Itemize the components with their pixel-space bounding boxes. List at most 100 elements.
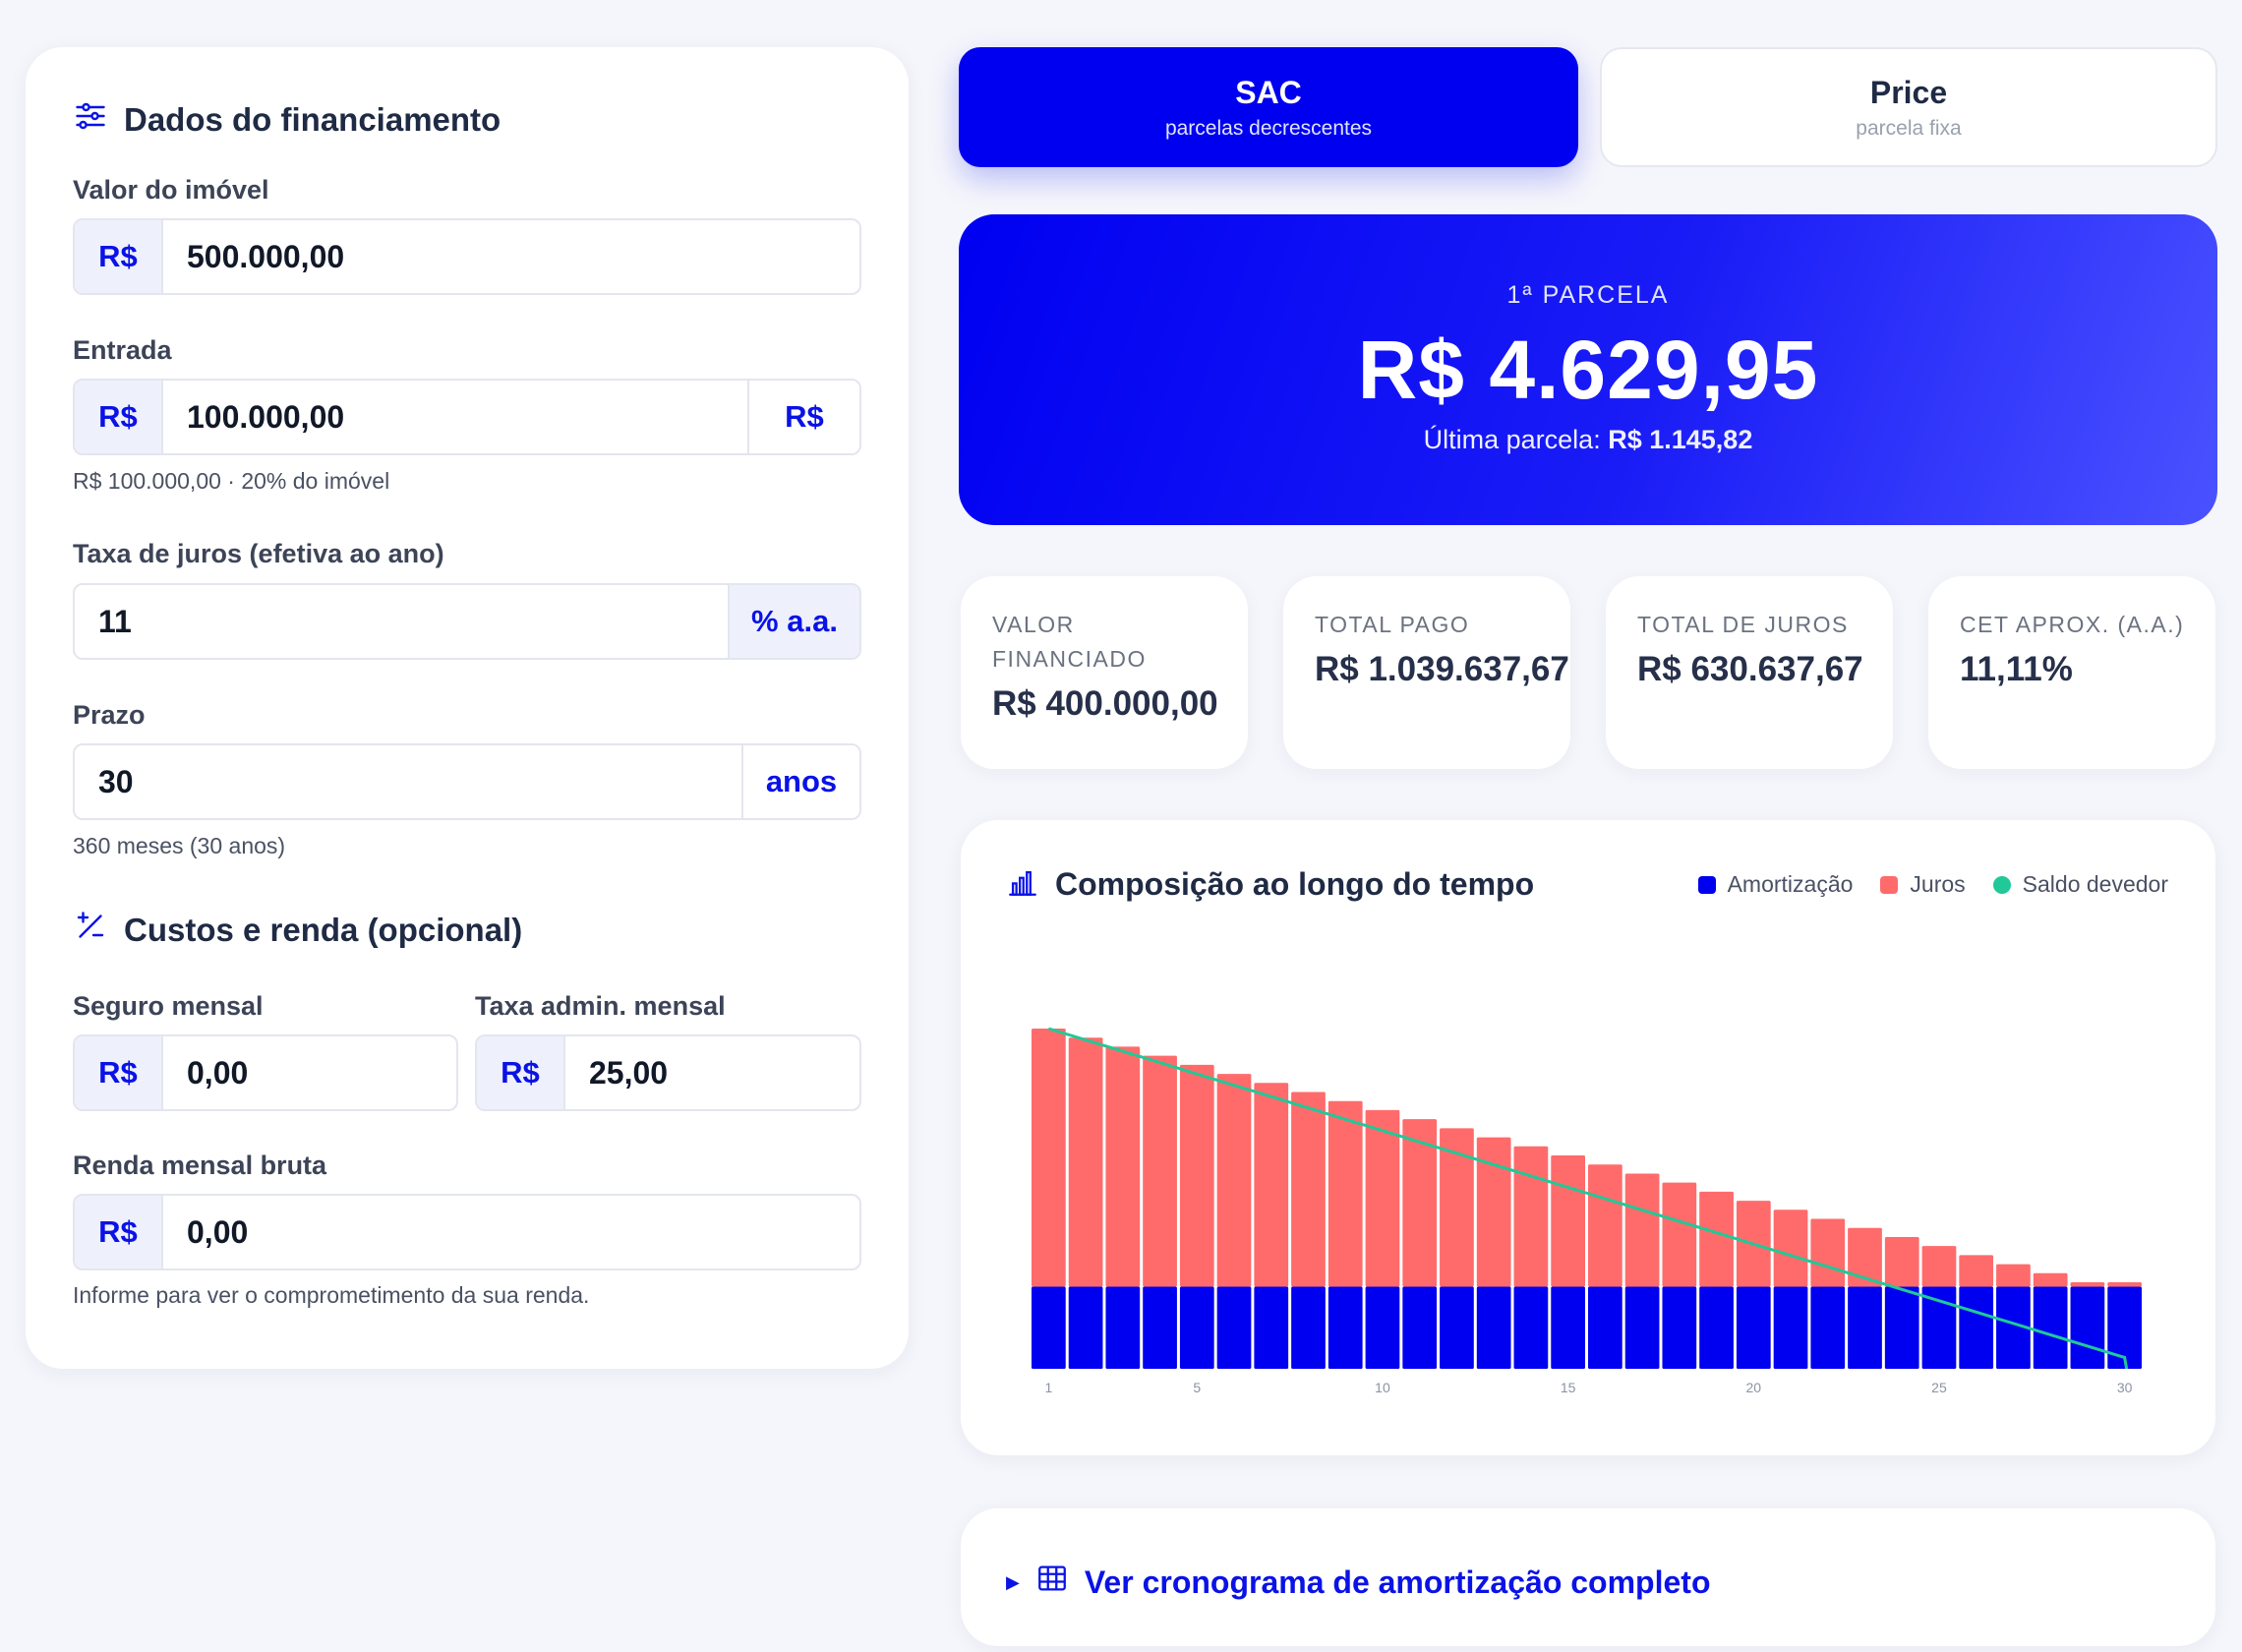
legend-item-interest[interactable]: Juros bbox=[1880, 871, 1966, 898]
legend-item-balance[interactable]: Saldo devedor bbox=[1992, 871, 2168, 898]
bar-amortization bbox=[1365, 1286, 1400, 1369]
down-payment-field[interactable]: 100.000,00 bbox=[187, 398, 345, 435]
tab-price-subtitle: parcela fixa bbox=[1856, 116, 1962, 140]
legend-swatch-balance bbox=[1992, 875, 2011, 894]
first-installment-card: 1ª PARCELA R$ 4.629,95 Última parcela: R… bbox=[959, 214, 2217, 525]
tab-sac-subtitle: parcelas decrescentes bbox=[1164, 116, 1373, 140]
x-tick-label: 10 bbox=[1375, 1380, 1390, 1395]
insurance-label: Seguro mensal bbox=[73, 991, 264, 1021]
down-payment-input[interactable]: R$ 100.000,00 R$ bbox=[73, 379, 861, 455]
bar-interest bbox=[1773, 1210, 1808, 1287]
admin-fee-input[interactable]: R$ 25,00 bbox=[475, 1034, 861, 1111]
plus-minus-icon bbox=[73, 909, 108, 952]
bar-amortization bbox=[1179, 1286, 1214, 1369]
stat-card-total-interest: TOTAL DE JUROS R$ 630.637,67 bbox=[1606, 576, 1893, 769]
triangle-right-icon: ▶ bbox=[1006, 1571, 1020, 1592]
bar-interest bbox=[1810, 1218, 1846, 1287]
costs-section-title: Custos e renda (opcional) bbox=[73, 909, 522, 952]
bar-interest bbox=[1848, 1227, 1882, 1287]
currency-prefix: R$ bbox=[477, 1036, 565, 1109]
x-tick-label: 5 bbox=[1193, 1380, 1201, 1395]
stat-label: TOTAL DE JUROS bbox=[1637, 612, 1849, 637]
bar-amortization bbox=[1105, 1286, 1141, 1369]
bar-interest bbox=[1179, 1064, 1214, 1287]
bar-amortization bbox=[1216, 1286, 1252, 1369]
bar-amortization bbox=[2033, 1286, 2068, 1369]
bar-interest bbox=[1254, 1083, 1289, 1287]
schedule-toggle[interactable]: ▶ Ver cronograma de amortização completo bbox=[1006, 1562, 1710, 1603]
bar-amortization bbox=[1032, 1286, 1066, 1369]
interest-rate-field[interactable]: 11 bbox=[98, 603, 132, 639]
bar-interest bbox=[1884, 1236, 1919, 1287]
bar-interest bbox=[1216, 1074, 1252, 1287]
term-unit-suffix[interactable]: anos bbox=[741, 745, 859, 818]
stat-card-total-paid: TOTAL PAGO R$ 1.039.637,67 bbox=[1283, 576, 1570, 769]
bar-amortization bbox=[2070, 1286, 2105, 1369]
bar-interest bbox=[1699, 1191, 1734, 1287]
bar-amortization bbox=[1588, 1286, 1622, 1369]
x-tick-label: 30 bbox=[2117, 1380, 2133, 1395]
last-installment-value: R$ 1.145,82 bbox=[1608, 425, 1753, 454]
bar-interest bbox=[1921, 1246, 1957, 1287]
currency-prefix: R$ bbox=[75, 1036, 163, 1109]
stat-value: 11,11% bbox=[1960, 650, 2073, 688]
income-label: Renda mensal bruta bbox=[73, 1150, 327, 1180]
composition-chart: 1 5 10 15 20 25 30 bbox=[1032, 1027, 2142, 1395]
bar-amortization bbox=[1143, 1286, 1177, 1369]
legend-swatch-interest bbox=[1880, 875, 1899, 894]
bar-interest bbox=[1105, 1046, 1141, 1287]
admin-fee-field[interactable]: 25,00 bbox=[589, 1054, 669, 1091]
bar-amortization bbox=[1996, 1286, 2031, 1369]
financing-form-panel: Dados do financiamento Valor do imóvel R… bbox=[26, 47, 909, 1369]
bar-interest bbox=[1996, 1264, 2031, 1287]
legend-label-amortization: Amortização bbox=[1727, 871, 1854, 897]
term-help: 360 meses (30 anos) bbox=[73, 833, 286, 858]
term-field[interactable]: 30 bbox=[98, 763, 134, 799]
x-tick-label: 25 bbox=[1931, 1380, 1947, 1395]
property-value-input[interactable]: R$ 500.000,00 bbox=[73, 218, 861, 295]
bar-interest bbox=[1143, 1055, 1177, 1287]
stat-label: TOTAL PAGO bbox=[1315, 612, 1470, 637]
tab-sac[interactable]: SAC parcelas decrescentes bbox=[959, 47, 1578, 167]
legend-item-amortization[interactable]: Amortização bbox=[1697, 871, 1854, 898]
chart-header: Composição ao longo do tempo bbox=[1006, 865, 1534, 904]
bar-amortization bbox=[1328, 1286, 1363, 1369]
bar-interest bbox=[2107, 1282, 2142, 1287]
income-help: Informe para ver o comprometimento da su… bbox=[73, 1282, 590, 1308]
bar-amortization bbox=[1254, 1286, 1289, 1369]
financing-section-title: Dados do financiamento bbox=[73, 98, 501, 142]
currency-prefix: R$ bbox=[75, 1196, 163, 1268]
down-payment-help: R$ 100.000,00 · 20% do imóvel bbox=[73, 468, 390, 494]
property-value-label: Valor do imóvel bbox=[73, 175, 269, 205]
bar-amortization bbox=[1440, 1286, 1474, 1369]
x-tick-label: 20 bbox=[1746, 1380, 1762, 1395]
bar-interest bbox=[1328, 1100, 1363, 1287]
currency-prefix: R$ bbox=[75, 381, 163, 453]
bar-amortization bbox=[1513, 1286, 1549, 1369]
down-payment-unit-toggle[interactable]: R$ bbox=[747, 381, 859, 453]
tab-price[interactable]: Price parcela fixa bbox=[1600, 47, 2217, 167]
bar-amortization bbox=[1068, 1286, 1103, 1369]
interest-rate-suffix: % a.a. bbox=[728, 585, 859, 658]
bar-interest bbox=[1588, 1164, 1622, 1287]
bar-amortization bbox=[1662, 1286, 1697, 1369]
insurance-input[interactable]: R$ 0,00 bbox=[73, 1034, 458, 1111]
income-input[interactable]: R$ 0,00 bbox=[73, 1194, 861, 1270]
income-field[interactable]: 0,00 bbox=[187, 1213, 249, 1250]
bar-interest bbox=[2070, 1282, 2105, 1287]
bar-amortization bbox=[1551, 1286, 1585, 1369]
bar-interest bbox=[1476, 1137, 1511, 1287]
admin-fee-label: Taxa admin. mensal bbox=[475, 991, 726, 1021]
first-installment-label: 1ª PARCELA bbox=[1506, 281, 1670, 309]
composition-chart-card: 1 5 10 15 20 25 30 Composição ao longo do temp… bbox=[961, 820, 2215, 1455]
bar-chart-icon bbox=[1006, 865, 1039, 904]
term-input[interactable]: 30 anos bbox=[73, 743, 861, 820]
bar-amortization bbox=[1848, 1286, 1882, 1369]
interest-rate-input[interactable]: 11 % a.a. bbox=[73, 583, 861, 660]
bar-interest bbox=[2033, 1272, 2068, 1287]
bar-interest bbox=[1551, 1155, 1585, 1287]
bar-interest bbox=[1032, 1029, 1066, 1287]
insurance-field[interactable]: 0,00 bbox=[187, 1054, 249, 1091]
property-value-field[interactable]: 500.000,00 bbox=[187, 238, 345, 274]
tab-price-title: Price bbox=[1869, 74, 1948, 110]
